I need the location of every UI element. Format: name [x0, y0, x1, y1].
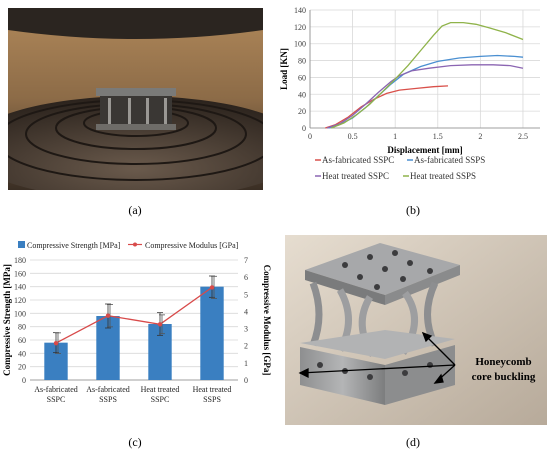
series-line [325, 85, 449, 129]
legend-label: Heat treated SSPC [322, 171, 389, 181]
y-tick-label: 80 [18, 323, 26, 332]
modulus-point [53, 340, 59, 346]
x-tick-label: 0.5 [348, 132, 358, 141]
y-tick-label: 60 [18, 336, 26, 345]
y2-tick-label: 2 [244, 342, 248, 351]
y2-tick-label: 3 [244, 325, 248, 334]
category-label: SSPS [203, 395, 221, 404]
x-tick-label: 1.5 [433, 132, 443, 141]
legend-label: As-fabricated SSPS [414, 155, 485, 165]
y-tick-label: 80 [298, 57, 306, 66]
compressive-properties-chart: 0 20 40 60 80 100 120 140 160 180 0 1 2 3 4 5 6 7 As-fabri… [0, 232, 275, 420]
strength-bar [200, 286, 224, 380]
load-displacement-chart: 0 20 40 60 80 100 120 140 0 0.5 1 1.5 2 2.5 Displaceme… [275, 0, 550, 200]
panel-label-b: (b) [406, 203, 420, 217]
y2-tick-label: 7 [244, 256, 248, 265]
series-line [326, 64, 524, 129]
y-tick-label: 180 [14, 256, 26, 265]
panel-label-c: (c) [128, 435, 142, 449]
y-tick-label: 120 [294, 23, 306, 32]
specimen [96, 88, 176, 130]
panel-label-a: (a) [128, 203, 142, 217]
y-tick-label: 100 [14, 309, 26, 318]
y-tick-label: 140 [14, 283, 26, 292]
series-line [331, 21, 524, 129]
y2-tick-label: 5 [244, 290, 248, 299]
buckling-annotation: Honeycomb core buckling [460, 355, 547, 385]
y-axis-title: Load [KN] [279, 48, 289, 90]
panel-label-d: (d) [406, 435, 420, 449]
series-line [328, 54, 524, 129]
y-tick-label: 40 [18, 349, 26, 358]
category-label: Heat treated [141, 385, 180, 394]
category-label: SSPC [47, 395, 66, 404]
legend-swatch [133, 242, 137, 247]
category-label: SSPS [99, 395, 117, 404]
annotation-line-2: core buckling [471, 371, 536, 383]
y2-tick-label: 0 [244, 376, 248, 385]
x-tick-label: 2 [478, 132, 482, 141]
strength-bar [96, 316, 120, 380]
legend-label: Compressive Modulus [GPa] [145, 241, 239, 250]
photo-compression-test [0, 8, 306, 200]
y-axis-title: Compressive Strength [MPa] [2, 264, 12, 376]
y2-tick-label: 1 [244, 359, 248, 368]
y-tick-label: 120 [14, 296, 26, 305]
modulus-line [55, 286, 213, 344]
y-tick-label: 140 [294, 6, 306, 15]
y-tick-label: 40 [298, 90, 306, 99]
y-tick-label: 20 [18, 363, 26, 372]
annotation-line-1: Honeycomb [475, 356, 532, 368]
category-label: SSPC [151, 395, 170, 404]
modulus-point [157, 322, 163, 327]
x-tick-label: 0 [308, 132, 312, 141]
annotation-arrows [298, 331, 456, 384]
y-tick-label: 100 [294, 40, 306, 49]
category-label: As-fabricated [86, 385, 130, 394]
y-tick-label: 0 [302, 124, 306, 133]
y-tick-label: 160 [14, 269, 26, 278]
y2-axis-title: Compressive Modulus [GPa] [262, 265, 272, 376]
specimen-buckled [300, 243, 460, 405]
legend-swatch [18, 241, 25, 248]
category-label: Heat treated [193, 385, 232, 394]
y-tick-label: 0 [22, 376, 26, 385]
modulus-point [105, 313, 111, 318]
strength-bar [148, 324, 172, 380]
x-tick-label: 2.5 [518, 132, 528, 141]
y2-tick-label: 4 [244, 307, 248, 316]
y-tick-label: 60 [298, 73, 306, 82]
legend-label: Heat treated SSPS [410, 171, 476, 181]
strength-bar [44, 342, 68, 380]
photo-buckled-specimen: Honeycomb core buckling [285, 235, 547, 425]
x-axis-title: Displacement [mm] [387, 145, 462, 155]
legend-label: Compressive Strength [MPa] [27, 241, 121, 250]
y-tick-label: 20 [298, 107, 306, 116]
x-tick-label: 1 [393, 132, 397, 141]
y2-tick-label: 6 [244, 273, 248, 282]
modulus-point [209, 285, 215, 290]
category-label: As-fabricated [34, 385, 78, 394]
legend-label: As-fabricated SSPC [322, 155, 394, 165]
